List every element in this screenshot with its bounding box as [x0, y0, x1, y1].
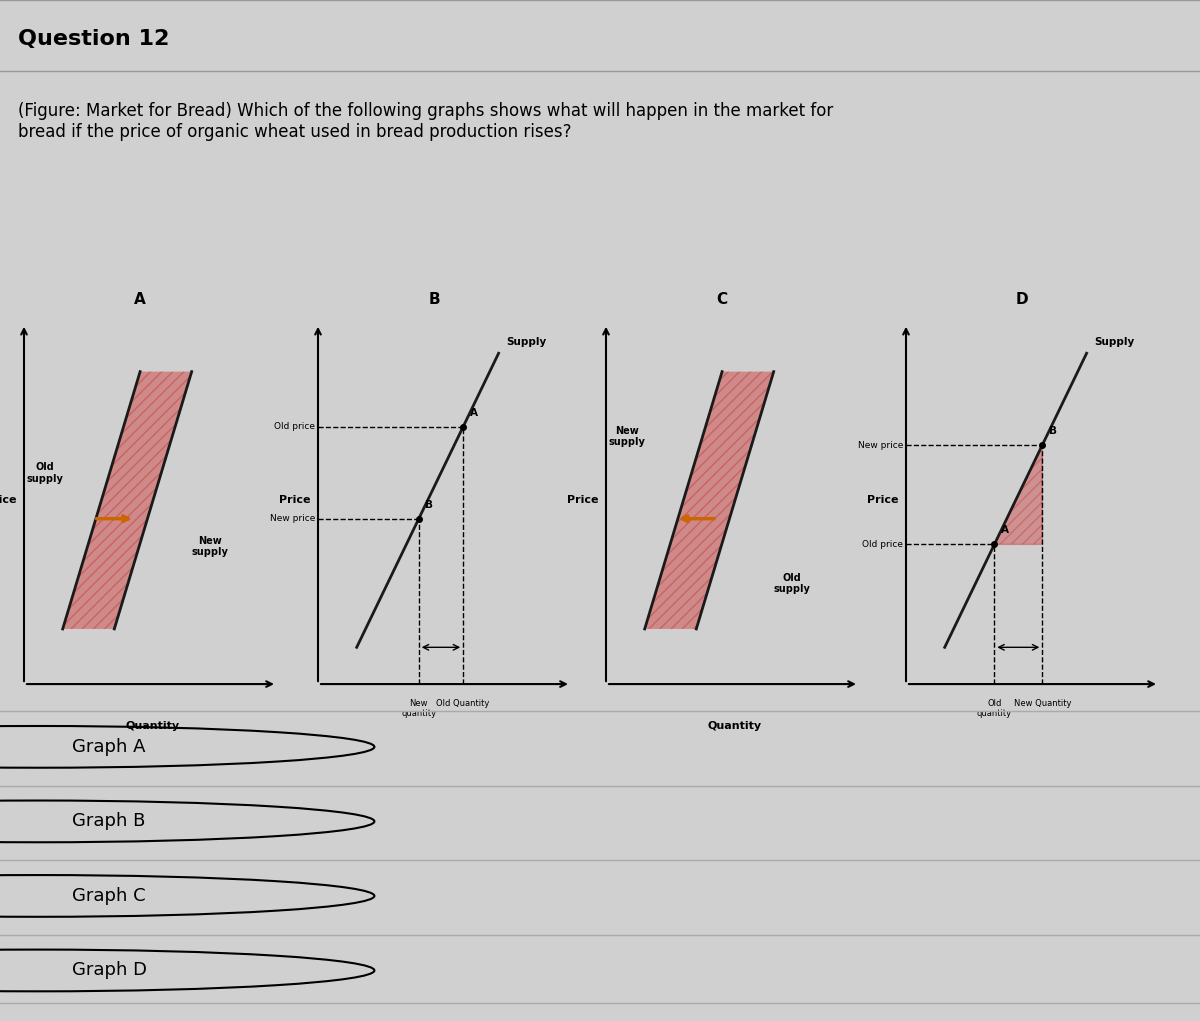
Text: Graph A: Graph A — [72, 738, 145, 756]
Text: New price: New price — [270, 515, 316, 523]
Text: Question 12: Question 12 — [18, 30, 169, 49]
Text: Old
supply: Old supply — [26, 463, 64, 484]
Text: A: A — [1001, 526, 1009, 535]
Polygon shape — [644, 372, 774, 629]
Text: Graph B: Graph B — [72, 813, 145, 830]
Text: Price: Price — [566, 495, 599, 505]
Text: New
supply: New supply — [608, 426, 646, 447]
Text: Supply: Supply — [506, 337, 546, 347]
Text: Old Quantity: Old Quantity — [437, 698, 490, 708]
Text: Quantity: Quantity — [126, 721, 180, 731]
Text: B: B — [1049, 426, 1057, 436]
Text: C: C — [716, 292, 727, 306]
Text: B: B — [428, 292, 440, 306]
Text: A: A — [469, 407, 478, 418]
Text: Graph D: Graph D — [72, 962, 148, 979]
Text: Quantity: Quantity — [708, 721, 762, 731]
Text: A: A — [134, 292, 146, 306]
Text: Price: Price — [866, 495, 899, 505]
Polygon shape — [995, 445, 1043, 544]
Text: (Figure: Market for Bread) Which of the following graphs shows what will happen : (Figure: Market for Bread) Which of the … — [18, 102, 833, 141]
Text: Old price: Old price — [863, 540, 904, 549]
Text: New price: New price — [858, 441, 904, 449]
Text: Price: Price — [278, 495, 311, 505]
Polygon shape — [62, 372, 192, 629]
Text: New
quantity: New quantity — [401, 698, 437, 718]
Text: B: B — [425, 499, 433, 509]
Text: Supply: Supply — [1094, 337, 1134, 347]
Polygon shape — [419, 427, 463, 519]
Text: Old
quantity: Old quantity — [977, 698, 1012, 718]
Text: Graph C: Graph C — [72, 887, 145, 905]
Text: Old
supply: Old supply — [773, 573, 810, 594]
Text: D: D — [1015, 292, 1028, 306]
Text: Old price: Old price — [275, 423, 316, 431]
Text: Price: Price — [0, 495, 17, 505]
Text: New
supply: New supply — [191, 536, 228, 557]
Text: New Quantity: New Quantity — [1014, 698, 1072, 708]
